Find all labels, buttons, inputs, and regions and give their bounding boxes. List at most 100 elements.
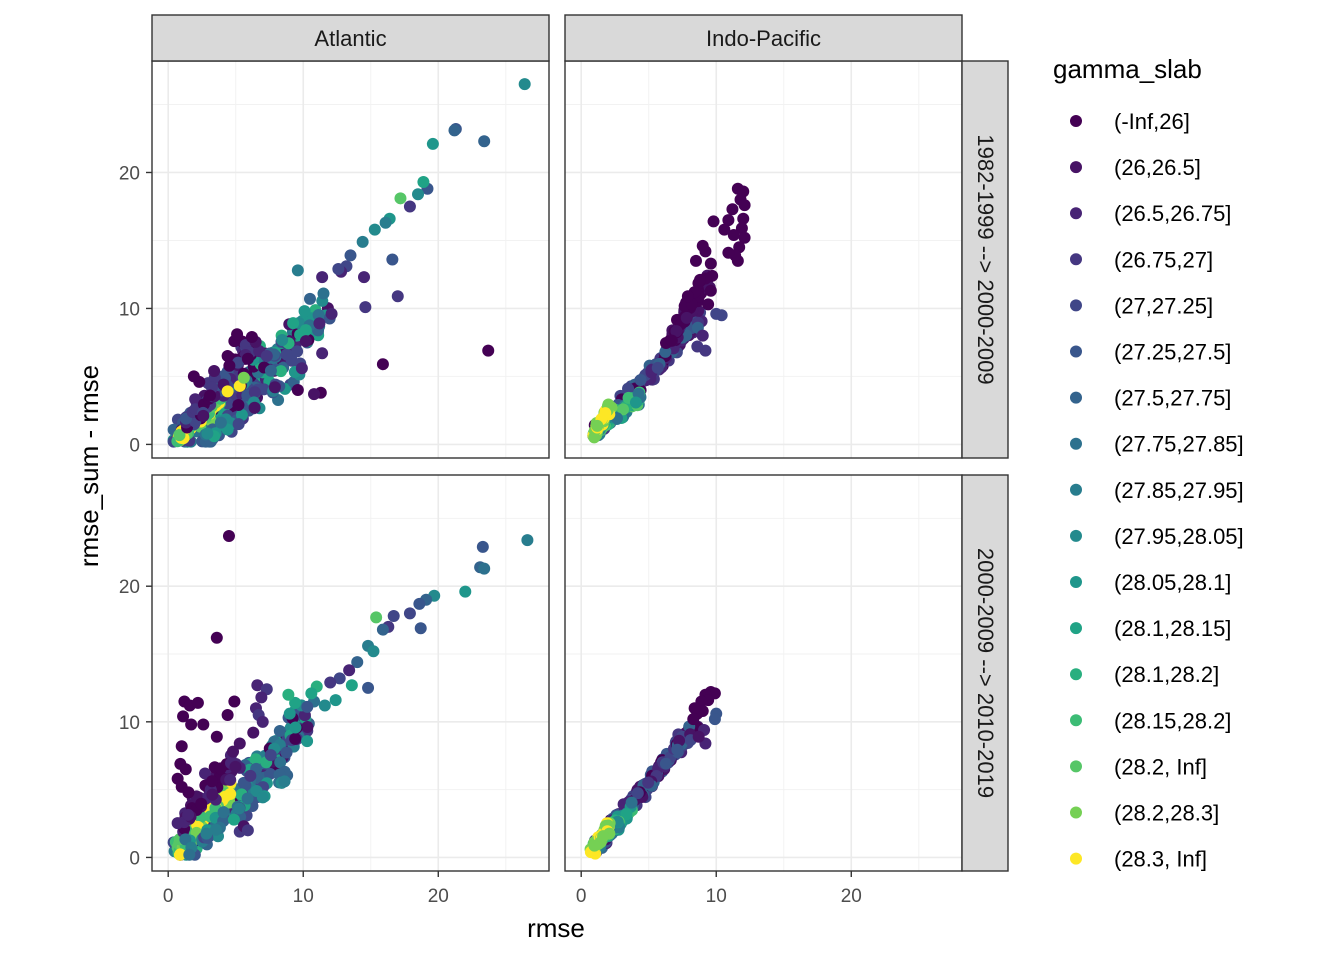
data-point [704,284,717,297]
data-point [351,656,364,669]
cluster-point [249,753,262,766]
row-strip-label: 2000-2009 --> 2010-2019 [973,548,998,798]
data-point [737,212,750,225]
cluster-point [659,757,672,770]
legend-item: (27,27.25] [1070,293,1213,318]
data-point [688,702,701,715]
data-point [403,200,416,213]
x-tick-label: 0 [576,886,587,907]
data-point [358,271,371,284]
data-point [426,137,439,150]
cluster-point [264,364,277,377]
data-point [255,691,268,704]
data-point [191,696,204,709]
data-point [518,78,531,91]
cluster-point [599,407,612,420]
cluster-point [289,721,302,734]
cluster-point [273,724,286,737]
data-point [386,253,399,266]
data-point [299,335,312,348]
row-strip-label: 1982-1999 --> 2000-2009 [973,134,998,384]
cluster-point [232,418,245,431]
panel-indo-pacific-row-2: 2000-2009 --> 2010-2019 0 10 20 [564,474,1009,907]
legend-item: (28.2, Inf] [1070,754,1207,779]
data-point [692,730,705,743]
cluster-point [223,359,236,372]
data-point [696,239,709,252]
cluster-point [671,743,684,756]
legend-title: gamma_slab [1053,54,1202,84]
data-point [222,530,235,543]
data-point [476,540,489,553]
column-strip-label: Atlantic [314,26,386,51]
data-point [197,718,210,731]
data-point [210,730,223,743]
data-point [282,688,295,701]
legend-swatch [1070,622,1082,635]
cluster-point [274,756,287,769]
cluster-point [620,808,633,821]
cluster-point [278,775,291,788]
row-strip [961,60,1009,459]
data-point [232,398,245,411]
cluster-point [189,393,202,406]
data-point [251,679,264,692]
column-strip-label: Indo-Pacific [706,26,821,51]
data-point [179,763,192,776]
data-point [715,309,728,322]
data-point [345,679,358,692]
legend-label: (27.5,27.75] [1114,386,1231,411]
legend-swatch [1070,345,1082,358]
y-tick-label: 20 [119,577,140,598]
cluster-point [264,767,277,780]
legend-swatch [1070,806,1082,819]
cluster-point [280,348,293,361]
data-point [403,607,416,620]
data-point [245,330,258,343]
legend-item: (27.95,28.05] [1070,524,1244,549]
legend-swatch [1070,576,1082,588]
data-point [317,287,330,300]
cluster-point [174,848,187,861]
data-point [268,381,281,394]
data-point [376,358,389,371]
cluster-point [214,762,227,775]
data-point [344,249,357,262]
data-point [291,264,304,277]
data-point [727,229,740,242]
data-point [735,222,748,235]
legend-label: (26.75,27] [1114,247,1213,272]
data-point [260,350,273,363]
data-point [718,223,731,236]
cluster-point [195,797,208,810]
data-point [521,534,534,547]
cluster-point [591,419,604,432]
legend-item: (26.75,27] [1070,247,1213,272]
cluster-point [276,333,289,346]
cluster-point [280,746,293,759]
cluster-point [634,373,647,386]
legend-item: (28.1,28.15] [1070,616,1231,641]
y-tick-label: 0 [129,435,140,456]
data-point [329,694,342,707]
data-point [413,597,426,610]
data-point [738,199,751,212]
data-point [313,317,326,330]
cluster-point [642,776,655,789]
legend-swatch [1070,529,1082,542]
x-tick-label: 20 [428,886,449,907]
data-point [289,696,302,709]
data-point [201,427,214,440]
data-point [704,257,717,270]
data-point [478,135,491,148]
panel-atlantic-row-1: Atlantic 0 10 20 [119,14,550,459]
data-point [722,214,735,227]
data-point [708,713,721,726]
cluster-point [622,382,635,395]
panel-indo-pacific-row-1: Indo-Pacific 1982-1999 --> 2000-2009 [564,14,1009,459]
x-tick-label: 0 [163,886,174,907]
legend-swatch [1070,299,1082,312]
y-tick-label: 10 [119,299,140,320]
legend-label: (26,26.5] [1114,155,1201,180]
legend-swatch [1070,161,1082,174]
